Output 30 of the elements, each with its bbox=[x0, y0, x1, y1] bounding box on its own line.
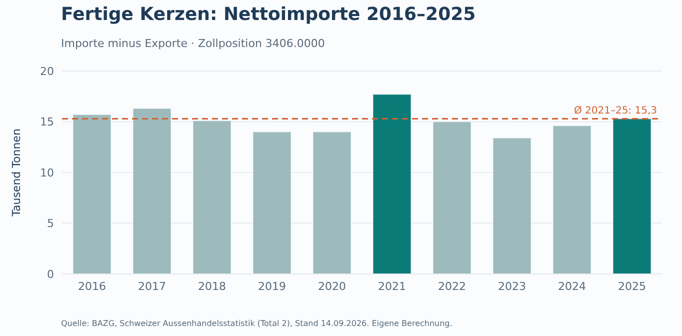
x-tick-label: 2024 bbox=[558, 280, 586, 293]
y-tick-label: 15 bbox=[40, 116, 54, 129]
y-tick-label: 10 bbox=[40, 166, 54, 180]
y-axis-title: Tausend Tonnen bbox=[10, 128, 23, 218]
x-tick-label: 2016 bbox=[78, 280, 106, 293]
x-tick-label: 2019 bbox=[258, 280, 286, 293]
source-note: Quelle: BAZG, Schweizer Aussenhandelsstatistik (Total 2), Stand 14.09.2026. Eigene Berechnung. bbox=[61, 319, 452, 328]
bar bbox=[72, 114, 112, 274]
bar bbox=[372, 94, 412, 274]
x-tick-label: 2018 bbox=[198, 280, 226, 293]
x-tick-label: 2020 bbox=[318, 280, 346, 293]
x-tick-label: 2025 bbox=[618, 280, 646, 293]
ref-line-label: Ø 2021–25: 15,3 bbox=[574, 106, 657, 117]
bar bbox=[432, 121, 472, 274]
bar bbox=[552, 125, 592, 274]
bar bbox=[132, 108, 172, 274]
x-tick-label: 2021 bbox=[378, 280, 406, 293]
chart-subtitle: Importe minus Exporte · Zollposition 3406.0000 bbox=[61, 37, 325, 50]
x-tick-label: 2017 bbox=[138, 280, 166, 293]
bar bbox=[252, 131, 292, 274]
chart-title: Fertige Kerzen: Nettoimporte 2016–2025 bbox=[61, 4, 476, 25]
bar bbox=[312, 131, 352, 274]
y-tick-label: 20 bbox=[40, 64, 54, 78]
y-tick-label: 5 bbox=[47, 217, 54, 230]
x-tick-label: 2023 bbox=[498, 280, 526, 293]
bar bbox=[492, 137, 532, 274]
y-tick-label: 0 bbox=[47, 268, 54, 281]
x-tick-label: 2022 bbox=[438, 280, 466, 293]
bar bbox=[612, 118, 652, 274]
bar bbox=[192, 120, 232, 274]
